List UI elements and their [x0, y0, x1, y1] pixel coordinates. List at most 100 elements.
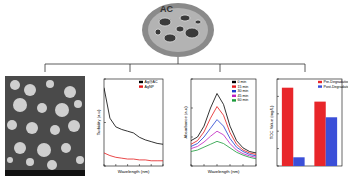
legend-entry: 15 min	[238, 85, 249, 89]
particle	[24, 84, 36, 96]
pore	[159, 18, 171, 26]
particle	[10, 80, 20, 90]
legend-swatch	[139, 85, 143, 87]
sem-image	[5, 76, 85, 176]
y-tick	[191, 166, 193, 167]
sem-background	[5, 76, 85, 176]
particle	[68, 120, 80, 132]
y-tick	[191, 79, 193, 80]
series-line	[104, 153, 163, 161]
legend-entry: 30 min	[238, 89, 249, 93]
particle	[26, 122, 38, 134]
y-axis-label: Absorbance (a.u)	[183, 106, 188, 139]
y-axis-label: TOC Value (mg/L)	[269, 105, 274, 139]
info-bar	[5, 170, 85, 176]
particle	[55, 103, 69, 117]
y-tick	[277, 148, 279, 149]
particle	[142, 3, 214, 57]
legend-swatch	[232, 95, 236, 97]
y-axis-label: Turbidity (a.u)	[96, 109, 101, 135]
x-tick	[230, 164, 231, 166]
particle	[74, 100, 82, 108]
bar	[282, 88, 293, 166]
y-tick	[104, 166, 106, 167]
page: {"top_image": {"label": "AC"}, "chart_da…	[0, 0, 348, 189]
chart: Absorbance (a.u) Wavelength (nm) 0 min15 m…	[183, 79, 256, 174]
legend-swatch	[232, 85, 236, 87]
particle	[46, 80, 54, 88]
x-tick	[243, 164, 244, 166]
y-tick	[277, 131, 279, 132]
legend-entry: 45 min	[238, 94, 249, 98]
image-label: AC	[160, 4, 173, 14]
connector	[178, 57, 179, 64]
particle	[61, 143, 71, 153]
legend-entry: Post-Degradation	[324, 85, 348, 89]
x-tick	[217, 164, 218, 166]
series-line	[191, 107, 256, 155]
x-tick	[191, 164, 192, 166]
particle	[37, 103, 47, 113]
series-line	[191, 131, 256, 157]
bar	[326, 117, 337, 166]
legend-entry: 60 min	[238, 98, 249, 102]
connector	[45, 64, 305, 65]
marks	[104, 88, 163, 161]
particle-face	[148, 8, 208, 52]
pore	[176, 26, 184, 32]
y-tick	[277, 113, 279, 114]
y-tick	[191, 108, 193, 109]
pore	[185, 28, 199, 38]
particle	[7, 157, 13, 163]
y-tick	[104, 122, 106, 123]
y-tick	[277, 79, 279, 80]
x-tick	[151, 164, 152, 166]
plot-frame	[104, 79, 163, 166]
legend-swatch	[139, 81, 143, 83]
pore	[164, 34, 176, 42]
connector	[305, 64, 306, 72]
series-line	[191, 141, 256, 158]
x-tick	[139, 164, 140, 166]
connector	[130, 64, 131, 72]
pore	[180, 15, 190, 21]
legend-swatch	[318, 81, 322, 83]
x-tick	[104, 164, 105, 166]
series-line	[104, 88, 163, 145]
x-tick	[256, 164, 257, 166]
x-tick	[163, 164, 164, 166]
x-tick	[115, 164, 116, 166]
particle	[64, 86, 76, 98]
x-tick	[204, 164, 205, 166]
plot-frame	[191, 79, 256, 166]
legend-entry: Ag@AC	[145, 80, 158, 84]
marks	[191, 94, 256, 159]
marks	[282, 88, 337, 166]
legend-swatch	[232, 81, 236, 83]
bar	[293, 157, 304, 166]
x-axis-label: Wavelength (nm)	[118, 169, 150, 174]
legend-entry: AgNP	[145, 85, 155, 89]
legend-entry: Pre-Degradation	[324, 80, 348, 84]
series-line	[191, 120, 256, 156]
y-tick	[104, 79, 106, 80]
connectors	[45, 57, 305, 72]
particle	[14, 142, 26, 154]
y-tick	[277, 166, 279, 167]
top-image	[142, 3, 214, 57]
chart: TOC Value (mg/L) Pre-DegradationPost-Degr…	[269, 79, 348, 166]
plot-frame	[277, 79, 342, 166]
legend-swatch	[232, 90, 236, 92]
legend-swatch	[232, 99, 236, 101]
particle	[76, 156, 84, 164]
x-axis-label: Wavelength (nm)	[208, 169, 240, 174]
particle	[13, 98, 27, 112]
connector	[220, 64, 221, 72]
y-tick	[277, 96, 279, 97]
particle	[7, 120, 17, 130]
particle	[37, 143, 51, 157]
graphic: AC Turbidity (a.u) Wavelength (nm) Ag@ACAgN…	[0, 0, 348, 189]
chart: Turbidity (a.u) Wavelength (nm) Ag@ACAgNP	[96, 79, 163, 174]
legend-entry: 0 min	[238, 80, 247, 84]
particle	[47, 160, 57, 170]
